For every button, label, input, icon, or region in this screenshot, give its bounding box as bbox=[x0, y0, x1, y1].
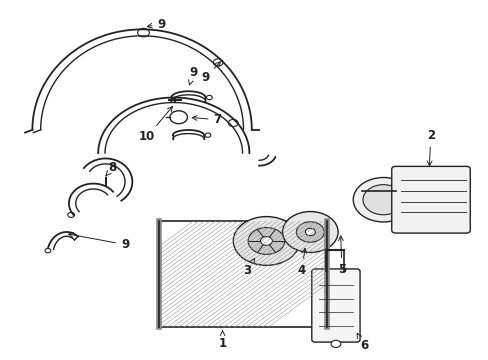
Text: 3: 3 bbox=[243, 258, 254, 277]
Text: 9: 9 bbox=[147, 18, 165, 31]
Text: 9: 9 bbox=[201, 62, 220, 84]
Bar bbox=[159, 221, 327, 327]
Circle shape bbox=[206, 95, 212, 100]
Text: 1: 1 bbox=[218, 331, 226, 350]
Text: 9: 9 bbox=[188, 66, 197, 85]
Text: 2: 2 bbox=[426, 129, 434, 166]
Text: 6: 6 bbox=[356, 333, 367, 352]
Circle shape bbox=[352, 177, 413, 222]
Circle shape bbox=[204, 133, 210, 137]
FancyBboxPatch shape bbox=[391, 166, 469, 233]
Circle shape bbox=[248, 228, 284, 255]
Circle shape bbox=[330, 340, 340, 347]
Circle shape bbox=[68, 212, 75, 217]
Circle shape bbox=[282, 212, 337, 252]
Text: 4: 4 bbox=[297, 248, 306, 277]
Text: 7: 7 bbox=[192, 113, 221, 126]
Circle shape bbox=[260, 237, 272, 246]
Circle shape bbox=[233, 217, 299, 265]
Circle shape bbox=[362, 185, 403, 215]
Circle shape bbox=[45, 248, 51, 253]
Text: 10: 10 bbox=[139, 107, 172, 144]
Circle shape bbox=[305, 228, 315, 236]
Text: 8: 8 bbox=[106, 161, 117, 176]
Text: 5: 5 bbox=[337, 236, 346, 276]
Circle shape bbox=[296, 222, 324, 242]
Text: 9: 9 bbox=[68, 233, 129, 251]
FancyBboxPatch shape bbox=[311, 269, 359, 342]
